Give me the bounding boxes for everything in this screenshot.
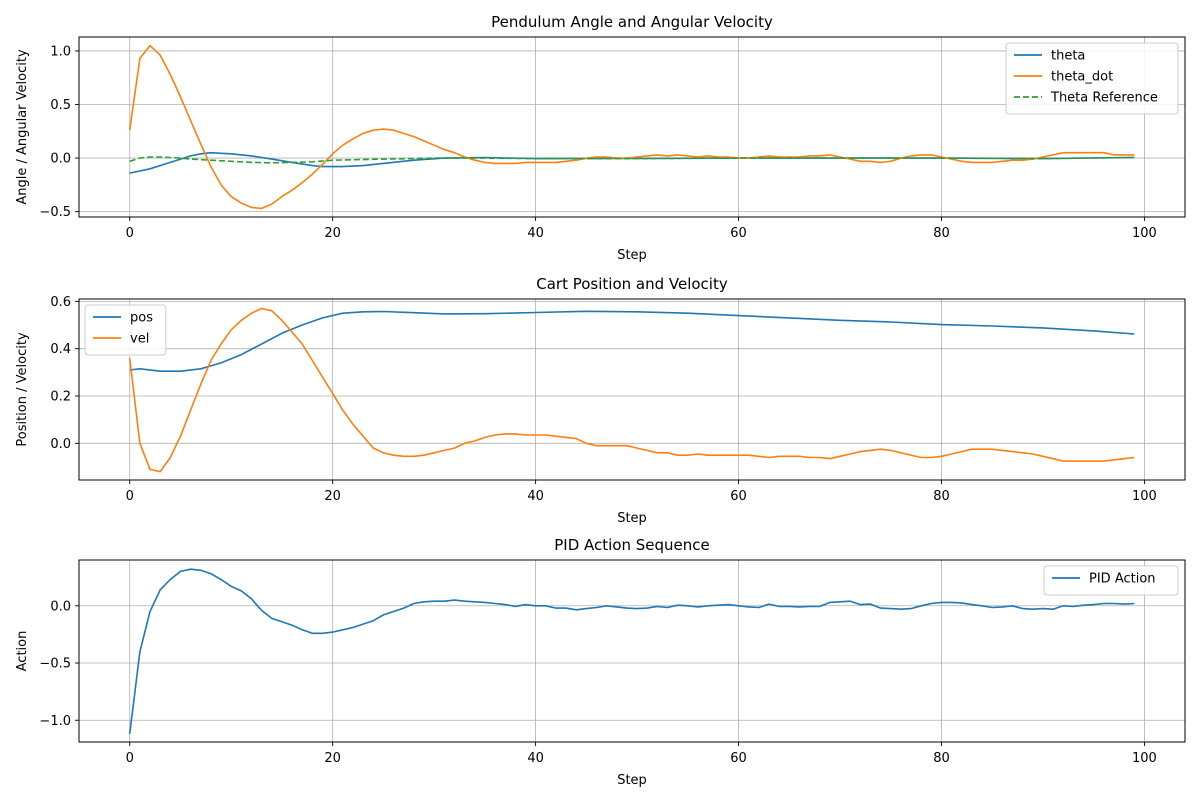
x-axis-label: Step xyxy=(617,773,647,788)
chart-panel-1: 0 20 40 60 80 100 −0.5 0.0 0.5 1.0 Pendulum Angle … xyxy=(15,13,1186,263)
x-tick-label: 0 xyxy=(126,489,134,504)
y-tick-label: 1.0 xyxy=(50,44,71,59)
x-tick-label: 100 xyxy=(1132,751,1157,766)
x-tick-label: 40 xyxy=(527,226,544,241)
x-tick-label: 20 xyxy=(324,489,341,504)
y-tick-label: −0.5 xyxy=(39,205,71,220)
legend-label: PID Action xyxy=(1089,572,1156,587)
y-axis-label: Angle / Angular Velocity xyxy=(15,49,30,205)
legend-label: vel xyxy=(130,332,149,347)
x-tick-label: 60 xyxy=(730,489,747,504)
series-line-theta-reference xyxy=(129,156,1135,164)
legend: theta theta_dot Theta Reference xyxy=(1005,42,1179,115)
y-tick-label: 0.6 xyxy=(50,295,71,310)
series-line-pos xyxy=(129,310,1135,373)
y-axis-label: Action xyxy=(15,631,30,672)
x-axis-label: Step xyxy=(617,248,647,263)
y-tick-label: 0.4 xyxy=(50,342,71,357)
chart-title: PID Action Sequence xyxy=(554,536,710,554)
chart-title: Cart Position and Velocity xyxy=(536,275,728,293)
legend: pos vel xyxy=(84,304,167,356)
y-tick-label: 0.5 xyxy=(50,98,71,113)
x-tick-label: 40 xyxy=(527,751,544,766)
legend-label: theta xyxy=(1051,49,1085,64)
x-tick-label: 0 xyxy=(126,751,134,766)
legend-box xyxy=(1043,565,1179,596)
x-tick-label: 0 xyxy=(126,226,134,241)
x-tick-label: 100 xyxy=(1132,489,1157,504)
legend: PID Action xyxy=(1043,565,1179,596)
legend-label: pos xyxy=(130,311,153,326)
x-tick-label: 80 xyxy=(933,751,950,766)
x-tick-label: 40 xyxy=(527,489,544,504)
chart-panel-3: 0 20 40 60 80 100 −1.0 −0.5 0.0 PID Action Sequen… xyxy=(15,536,1186,788)
x-tick-label: 60 xyxy=(730,751,747,766)
legend-box xyxy=(1005,42,1179,115)
plot-frame xyxy=(78,559,1186,743)
y-tick-label: 0.2 xyxy=(50,390,71,405)
x-axis-label: Step xyxy=(617,511,647,526)
series-line-theta_dot xyxy=(128,44,1135,210)
series-line-vel xyxy=(128,307,1135,473)
x-tick-label: 100 xyxy=(1132,226,1157,241)
legend-label: Theta Reference xyxy=(1050,91,1158,106)
plot-frame xyxy=(78,36,1186,218)
x-tick-label: 80 xyxy=(933,226,950,241)
y-axis-label: Position / Velocity xyxy=(15,332,30,447)
chart-panel-2: 0 20 40 60 80 100 0.0 0.2 0.4 0.6 Cart Position an… xyxy=(15,275,1186,526)
y-tick-label: −1.0 xyxy=(39,714,71,729)
legend-label: theta_dot xyxy=(1051,70,1113,85)
y-tick-label: −0.5 xyxy=(39,657,71,672)
x-tick-label: 20 xyxy=(324,226,341,241)
chart-title: Pendulum Angle and Angular Velocity xyxy=(491,13,773,31)
x-tick-label: 80 xyxy=(933,489,950,504)
y-tick-label: 0.0 xyxy=(50,437,71,452)
x-tick-label: 20 xyxy=(324,751,341,766)
legend-box xyxy=(84,304,167,356)
x-tick-label: 60 xyxy=(730,226,747,241)
y-tick-label: 0.0 xyxy=(50,152,71,167)
plot-frame xyxy=(78,298,1186,481)
y-tick-label: 0.0 xyxy=(50,599,71,614)
series-line-theta xyxy=(129,151,1135,174)
series-line-pid-action xyxy=(128,568,1135,735)
